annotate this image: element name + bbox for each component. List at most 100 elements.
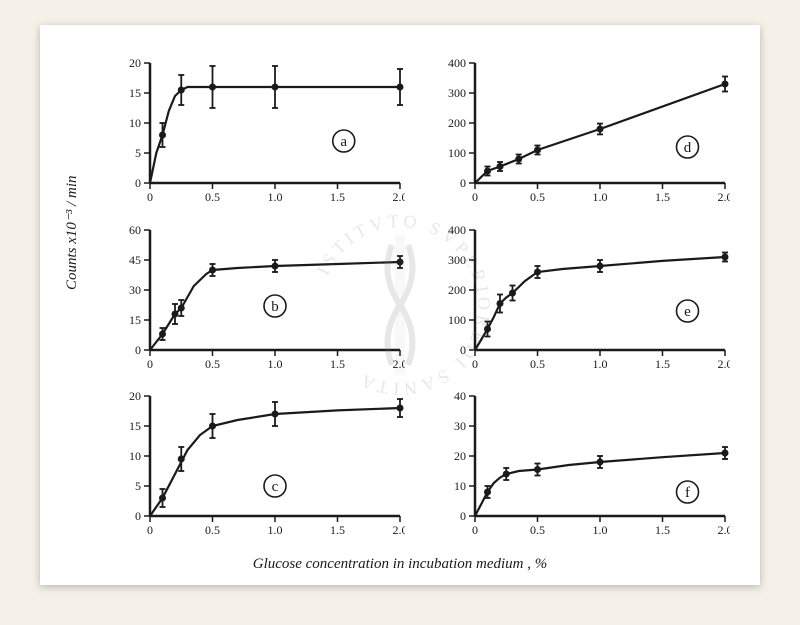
data-marker [597,459,604,466]
ytick-label: 100 [448,313,466,327]
ytick-label: 60 [129,223,141,237]
panel-b: 01530456000.51.01.52.0b [110,222,405,379]
xtick-label: 1.0 [268,190,283,204]
data-marker [159,330,166,337]
ytick-label: 400 [448,223,466,237]
data-marker [397,405,404,412]
xtick-label: 0.5 [530,357,545,371]
data-marker [722,81,729,88]
data-marker [178,87,185,94]
xtick-label: 2.0 [393,523,406,537]
data-marker [534,147,541,154]
xtick-label: 0 [147,523,153,537]
xtick-label: 2.0 [718,357,731,371]
data-marker [272,84,279,91]
data-marker [397,258,404,265]
xtick-label: 0.5 [205,190,220,204]
data-marker [722,253,729,260]
x-axis-label: Glucose concentration in incubation medi… [40,556,760,573]
xtick-label: 2.0 [393,190,406,204]
ytick-label: 40 [454,389,466,403]
ytick-label: 10 [129,116,141,130]
ytick-label: 200 [448,283,466,297]
xtick-label: 2.0 [393,357,406,371]
ytick-label: 30 [129,283,141,297]
chart-d: 010020030040000.51.01.52.0d [435,55,730,205]
data-marker [209,423,216,430]
data-marker [534,268,541,275]
xtick-label: 0.5 [205,357,220,371]
data-marker [497,300,504,307]
data-marker [503,471,510,478]
panel-label-text: c [272,479,279,495]
y-axis-label: Counts x10⁻³ / min [62,176,81,291]
data-marker [597,126,604,133]
data-marker [178,456,185,463]
panel-d: 010020030040000.51.01.52.0d [435,55,730,212]
ytick-label: 0 [135,343,141,357]
xtick-label: 1.0 [593,523,608,537]
data-marker [209,84,216,91]
ytick-label: 0 [460,509,466,523]
chart-e: 010020030040000.51.01.52.0e [435,222,730,372]
xtick-label: 1.5 [655,523,670,537]
xtick-label: 1.5 [330,523,345,537]
data-marker [534,466,541,473]
xtick-label: 0 [147,357,153,371]
xtick-label: 1.5 [330,357,345,371]
ytick-label: 5 [135,146,141,160]
ytick-label: 0 [460,343,466,357]
xtick-label: 0 [472,357,478,371]
xtick-label: 2.0 [718,523,731,537]
xtick-label: 1.0 [268,357,283,371]
ytick-label: 30 [454,419,466,433]
chart-c: 0510152000.51.01.52.0c [110,388,405,538]
xtick-label: 0 [472,523,478,537]
ytick-label: 45 [129,253,141,267]
data-marker [178,304,185,311]
ytick-label: 0 [135,176,141,190]
xtick-label: 0.5 [530,190,545,204]
panel-grid: 0510152000.51.01.52.0a010020030040000.51… [110,55,730,545]
panel-label-text: a [340,134,347,150]
figure-paper: Counts x10⁻³ / min Glucose concentration… [40,25,760,585]
xtick-label: 0.5 [205,523,220,537]
ytick-label: 400 [448,56,466,70]
data-marker [597,262,604,269]
ytick-label: 0 [135,509,141,523]
ytick-label: 5 [135,479,141,493]
ytick-label: 10 [129,449,141,463]
data-marker [484,325,491,332]
ytick-label: 20 [129,56,141,70]
data-marker [515,156,522,163]
ytick-label: 300 [448,86,466,100]
ytick-label: 200 [448,116,466,130]
data-marker [484,489,491,496]
chart-b: 01530456000.51.01.52.0b [110,222,405,372]
ytick-label: 15 [129,419,141,433]
data-marker [272,262,279,269]
xtick-label: 0 [147,190,153,204]
chart-f: 01020304000.51.01.52.0f [435,388,730,538]
xtick-label: 1.5 [655,190,670,204]
panel-label-text: e [684,304,691,320]
data-marker [272,411,279,418]
panel-a: 0510152000.51.01.52.0a [110,55,405,212]
panel-f: 01020304000.51.01.52.0f [435,388,730,545]
xtick-label: 1.0 [593,190,608,204]
chart-a: 0510152000.51.01.52.0a [110,55,405,205]
ytick-label: 300 [448,253,466,267]
data-marker [172,310,179,317]
xtick-label: 1.5 [330,190,345,204]
panel-e: 010020030040000.51.01.52.0e [435,222,730,379]
xtick-label: 0 [472,190,478,204]
ytick-label: 10 [454,479,466,493]
ytick-label: 20 [454,449,466,463]
data-marker [159,132,166,139]
data-marker [484,168,491,175]
data-marker [509,289,516,296]
ytick-label: 100 [448,146,466,160]
panel-label-text: d [684,140,692,156]
panel-label-text: b [271,299,279,315]
data-marker [397,84,404,91]
